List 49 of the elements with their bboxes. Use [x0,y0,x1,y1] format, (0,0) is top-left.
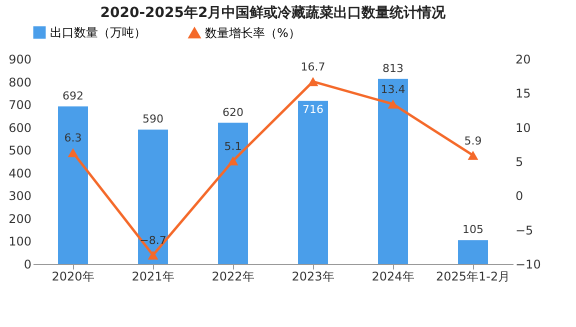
data-label: 105 [462,223,484,236]
y2-tick-label: 20 [516,52,531,66]
data-label: 13.4 [380,83,406,96]
y2-tick-label: −10 [516,258,541,272]
y2-tick-label: −5 [516,223,534,238]
bar [58,106,88,264]
y-tick-label: 900 [8,52,32,66]
bar [138,130,168,264]
data-label: 692 [62,89,84,102]
y-tick-label: 600 [8,120,32,135]
y-tick-label: 100 [8,234,32,249]
x-tick-label: 2024年 [372,270,414,284]
legend-label: 出口数量（万吨） [50,26,146,40]
x-tick-label: 2023年 [292,270,334,284]
data-label: 620 [222,106,244,119]
bar [298,100,328,264]
bar [218,122,248,264]
data-label: 6.3 [64,132,82,145]
y2-tick-label: 10 [516,120,531,135]
data-label: 5.9 [464,134,482,148]
x-tick-label: 2022年 [212,270,254,284]
y-tick-label: 300 [8,189,32,204]
y-tick-label: 200 [8,212,32,226]
point [308,77,318,86]
bar [378,78,408,264]
data-label: 590 [142,112,164,126]
x-tick-label: 2021年 [132,270,174,284]
point [148,250,158,260]
y-tick-label: 0 [24,258,32,272]
data-label: 716 [302,102,324,116]
data-label: 813 [382,62,404,75]
point [228,156,238,166]
x-tick-label: 2020年 [52,270,94,284]
y-tick-label: 400 [8,166,32,180]
bar [458,240,488,264]
point [68,148,78,158]
data-label: 5.1 [224,140,242,153]
y2-tick-label: 0 [516,189,524,204]
y-tick-label: 500 [8,144,32,158]
point [468,150,478,160]
legend-label: 数量增长率（%） [205,26,300,40]
y-tick-label: 700 [8,98,32,112]
chart-title: 2020-2025年2月中国鲜或冷藏蔬菜出口数量统计情况 [100,4,447,21]
y2-tick-label: 5 [516,155,524,169]
x-tick-label: 2025年1-2月 [436,270,510,284]
y2-tick-label: 15 [516,86,531,101]
y-tick-label: 800 [8,75,32,90]
data-label: 16.7 [300,60,326,74]
point [388,100,398,109]
